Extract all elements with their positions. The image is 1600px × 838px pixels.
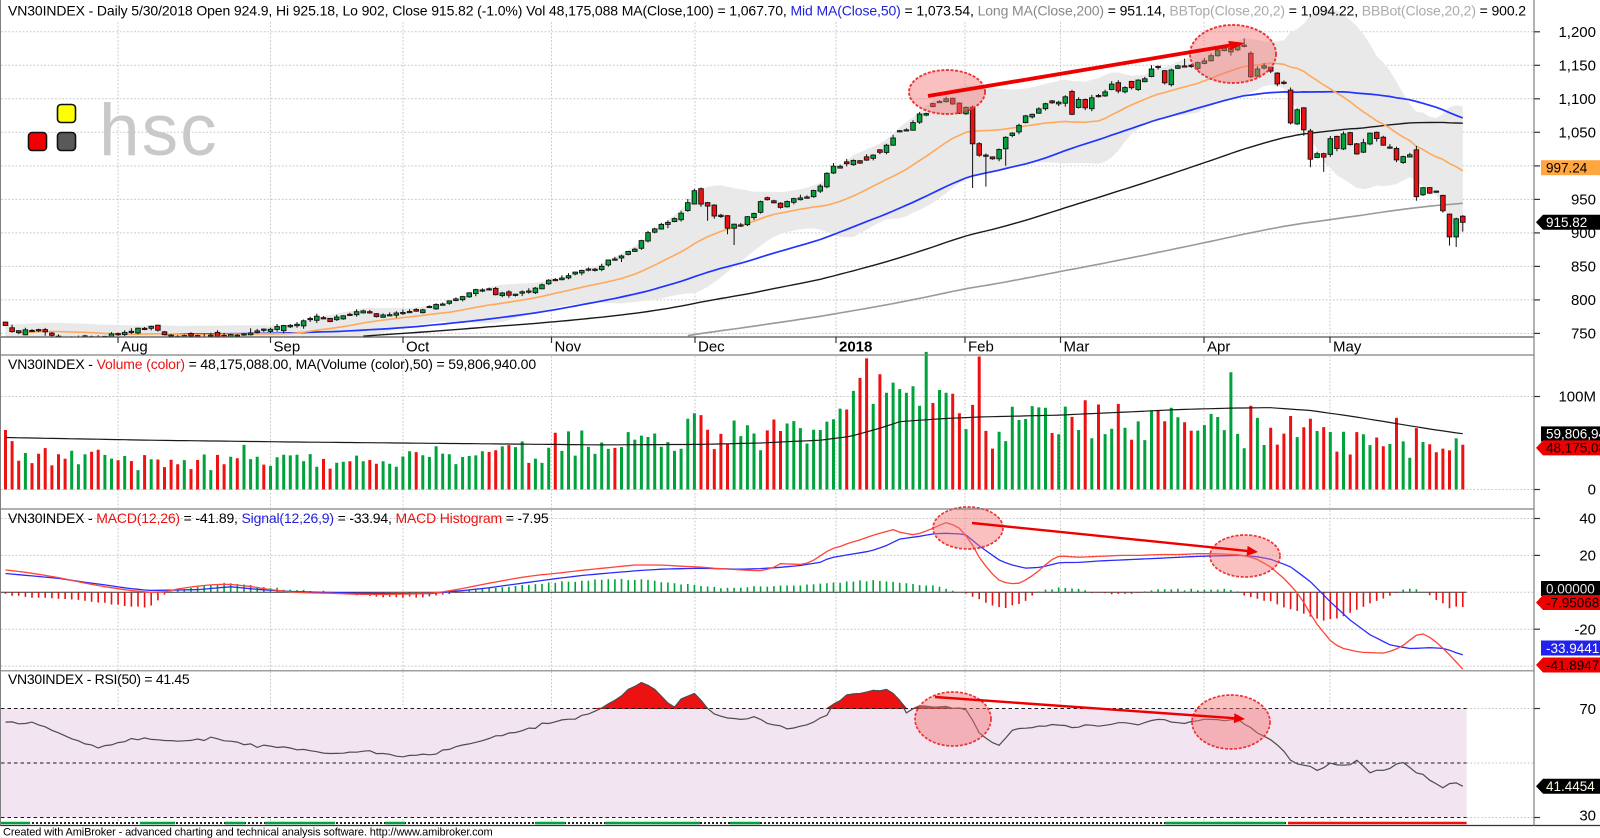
svg-text:Oct: Oct [406, 339, 430, 356]
svg-text:VN30INDEX - MACD(12,26) = -41.: VN30INDEX - MACD(12,26) = -41.89, Signal… [8, 510, 549, 526]
svg-text:1,200: 1,200 [1558, 24, 1596, 41]
svg-text:Dec: Dec [698, 339, 725, 356]
svg-text:-7.95068: -7.95068 [1546, 595, 1599, 610]
svg-text:48,175,088.0: 48,175,088.0 [1546, 441, 1600, 456]
svg-text:0: 0 [1588, 482, 1596, 499]
svg-text:800: 800 [1571, 292, 1596, 309]
svg-text:Created with AmiBroker - advan: Created with AmiBroker - advanced charti… [3, 827, 493, 838]
svg-text:40: 40 [1579, 511, 1596, 528]
svg-text:915.82: 915.82 [1546, 215, 1587, 230]
svg-text:997.24: 997.24 [1546, 161, 1588, 176]
svg-text:750: 750 [1571, 326, 1596, 343]
svg-text:-20: -20 [1574, 621, 1596, 638]
svg-text:2018: 2018 [839, 339, 872, 356]
svg-text:Nov: Nov [555, 339, 582, 356]
svg-text:1,100: 1,100 [1558, 91, 1596, 108]
svg-text:Apr: Apr [1207, 339, 1230, 356]
svg-text:20: 20 [1579, 548, 1596, 565]
svg-text:Mar: Mar [1064, 339, 1090, 356]
svg-text:hsc: hsc [99, 90, 219, 171]
svg-text:VN30INDEX - RSI(50) = 41.45: VN30INDEX - RSI(50) = 41.45 [8, 671, 190, 687]
svg-text:Feb: Feb [968, 339, 994, 356]
svg-text:Aug: Aug [121, 339, 148, 356]
svg-text:1,150: 1,150 [1558, 58, 1596, 75]
svg-text:41.4454: 41.4454 [1546, 779, 1595, 794]
svg-text:May: May [1333, 339, 1362, 356]
svg-text:VN30INDEX - Volume (color) = 4: VN30INDEX - Volume (color) = 48,175,088.… [8, 356, 536, 372]
svg-text:70: 70 [1579, 701, 1596, 718]
svg-text:59,806,940.0: 59,806,940.0 [1546, 427, 1600, 442]
svg-text:850: 850 [1571, 259, 1596, 276]
svg-text:100M: 100M [1558, 389, 1596, 406]
svg-text:0.00000: 0.00000 [1546, 581, 1595, 596]
svg-text:30: 30 [1579, 808, 1596, 825]
svg-text:1,050: 1,050 [1558, 125, 1596, 142]
svg-text:-41.8947: -41.8947 [1546, 658, 1599, 673]
svg-text:-33.9441: -33.9441 [1546, 641, 1599, 656]
svg-text:950: 950 [1571, 192, 1596, 209]
svg-text:Sep: Sep [274, 339, 301, 356]
svg-text:VN30INDEX - Daily 5/30/2018 Op: VN30INDEX - Daily 5/30/2018 Open 924.9, … [8, 3, 1526, 19]
